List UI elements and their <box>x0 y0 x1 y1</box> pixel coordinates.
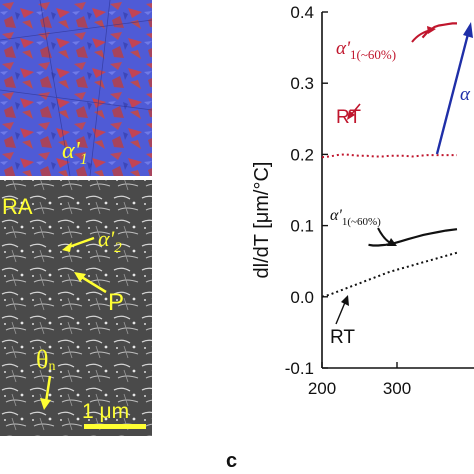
annotation-arrow <box>335 299 347 325</box>
series-line-2 <box>368 228 458 247</box>
annotation-label: RT <box>330 327 355 348</box>
sem-label-alpha2: α'2 <box>62 226 122 256</box>
annotation-arrowhead <box>387 238 397 246</box>
scale-bar: 1 μm <box>82 400 146 429</box>
y-tick-label: 0.2 <box>290 145 314 164</box>
sem-label-theta: θn <box>36 345 55 410</box>
annotation-arrowhead <box>463 22 473 38</box>
series-line-3 <box>321 251 458 298</box>
annotation-label: α'1(~60%) <box>336 38 396 62</box>
y-axis-label: dl/dT [μm/°C] <box>251 162 273 279</box>
svg-text:θn: θn <box>36 345 55 374</box>
annotation-arrowhead <box>341 295 349 306</box>
annotation-label: α'1(~60%) <box>330 207 381 228</box>
annotation-arrowhead <box>347 110 355 120</box>
y-tick-label: 0.4 <box>290 3 314 22</box>
sem-micrograph: RA α'2 P θn 1 μm <box>0 180 152 436</box>
svg-text:α'2: α'2 <box>98 226 122 256</box>
y-tick-label: 0.0 <box>290 288 314 307</box>
y-tick-label: 0.1 <box>290 217 314 236</box>
ebsd-micrograph: α'1 <box>0 0 153 177</box>
x-tick-label: 200 <box>308 379 336 398</box>
x-tick-label: 300 <box>383 379 411 398</box>
sem-label-p: P <box>74 272 124 316</box>
annotation-arrowhead <box>427 26 436 34</box>
annotation-label: α <box>460 84 471 105</box>
panel-label: c <box>226 450 238 472</box>
y-tick-label: -0.1 <box>285 359 314 378</box>
svg-text:1 μm: 1 μm <box>82 400 129 423</box>
series-line-1 <box>321 153 457 159</box>
ebsd-phase-label: α'1 <box>62 138 88 168</box>
annotation-arrow <box>435 33 470 155</box>
y-tick-label: 0.3 <box>290 74 314 93</box>
sem-label-ra: RA <box>2 194 33 219</box>
svg-text:P: P <box>108 289 124 316</box>
